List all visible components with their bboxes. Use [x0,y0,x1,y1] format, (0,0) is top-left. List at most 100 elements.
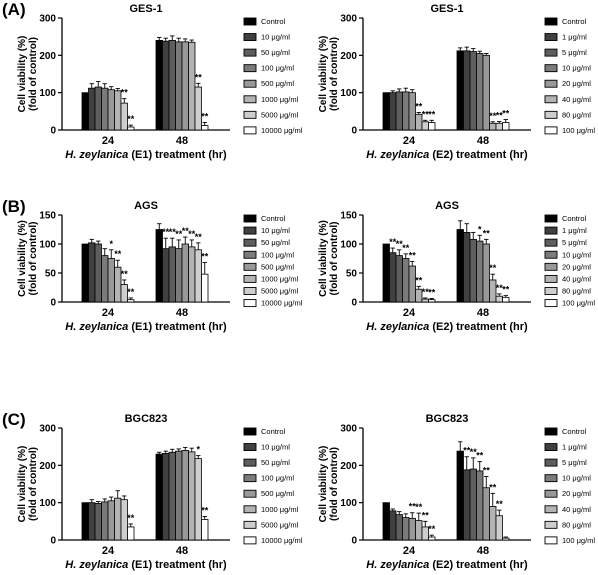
bar [188,246,196,303]
x-category-label: 24 [102,307,115,319]
legend-swatch [243,474,257,483]
legend-label: 50 μg/ml [261,238,290,247]
y-tick-label: 50 [346,269,358,280]
bar [162,248,170,303]
x-axis-label: H. zeylanica (E1) treatment (hr) [65,149,227,161]
bar [402,517,410,541]
bar [107,258,115,303]
legend-label: 20 μg/ml [562,79,591,88]
x-axis-label-text: (E1) treatment (hr) [128,149,227,161]
significance-mark: ** [389,237,397,247]
significance-mark: ** [409,250,417,260]
bar [88,502,96,541]
y-tick-label: 100 [39,498,56,509]
significance-mark: ** [496,283,504,293]
significance-mark: ** [162,227,170,237]
bar [476,240,484,303]
x-category-label: 48 [477,307,489,319]
bar [94,503,102,541]
legend-label: 40 μg/ml [562,505,591,514]
x-category-label: 24 [102,545,115,557]
bar [114,497,122,541]
bar [489,122,497,131]
legend-label: 80 μg/ml [562,110,591,119]
x-category-label: 48 [176,307,188,319]
significance-mark: ** [175,229,183,239]
legend-label: 10 μg/ml [562,64,591,73]
legend-label: 20 μg/ml [562,489,591,498]
chart-panel-3: (B) AGS 0 50 100 150 Cell viability (%) (fold o… [2,197,303,333]
significance-mark: ** [195,72,203,82]
significance-mark: ** [422,109,430,119]
legend-swatch [544,287,558,295]
panel-label: (A) [2,0,26,19]
significance-mark: ** [402,243,410,253]
bar [201,125,209,131]
bar [81,92,89,131]
y-tick-label: 200 [340,51,357,62]
legend-label: 80 μg/ml [562,520,591,529]
y-tick-label: 100 [340,88,357,99]
significance-mark: ** [428,109,436,119]
y-tick-label: 200 [39,51,56,62]
y-tick-label: 150 [340,211,357,222]
legend-swatch [544,17,558,26]
legend-label: 10000 μg/ml [261,126,303,135]
significance-mark: ** [502,285,510,295]
panel-label: (C) [2,410,26,429]
bar [421,298,429,303]
legend-label: 500 μg/ml [261,262,294,271]
bar [81,502,89,541]
legend-swatch [544,238,558,247]
legend-swatch [544,458,558,467]
x-axis-label-text: (E2) treatment (hr) [429,149,528,161]
y-tick-label: 50 [45,269,57,280]
bar [463,50,471,131]
bar [188,451,196,541]
bar [482,487,490,541]
y-axis-label-2: (fold of control) [28,37,39,111]
legend-swatch [243,33,257,42]
legend-label: 5 μg/ml [562,48,587,57]
legend-label: 5000 μg/ml [261,110,299,119]
y-axis-label-2: (fold of control) [329,447,340,521]
legend-label: 100 μg/ml [562,299,595,308]
significance-mark: * [196,445,200,455]
legend-label: 1 μg/ml [562,443,587,452]
chart-title: AGS [134,200,158,212]
legend-swatch [243,505,257,514]
bar [168,451,176,541]
significance-mark: ** [463,446,471,456]
legend-swatch [544,427,558,436]
y-tick-label: 100 [39,88,56,99]
bar [428,299,436,303]
legend-swatch [243,226,257,235]
bar [155,453,163,541]
bar [463,231,471,303]
y-tick-label: 100 [39,240,56,251]
legend-swatch [544,489,558,498]
bar [495,515,503,541]
significance-mark: * [478,224,482,234]
legend-label: 20 μg/ml [562,262,591,271]
y-tick-label: 300 [340,14,357,25]
bar [162,40,170,131]
legend-label: 1000 μg/ml [261,274,299,283]
significance-mark: ** [489,111,497,121]
significance-mark: ** [195,232,203,242]
bar [168,40,176,131]
x-category-label: 24 [403,135,416,147]
bar [402,91,410,131]
legend-swatch [544,250,558,259]
significance-mark: ** [127,513,135,523]
legend-label: 500 μg/ml [261,489,294,498]
significance-mark: ** [422,510,430,520]
bar [456,50,464,131]
significance-mark: ** [201,252,209,262]
bar [428,122,436,131]
legend-swatch [243,17,257,26]
legend-label: 40 μg/ml [562,95,591,104]
bar [175,450,183,541]
bar [469,468,477,541]
significance-mark: ** [201,505,209,515]
